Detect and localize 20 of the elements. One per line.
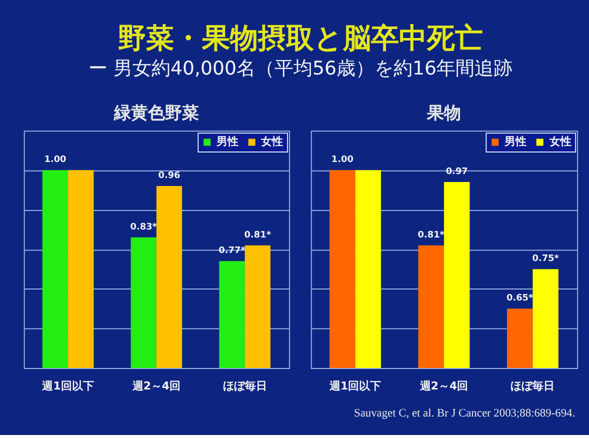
x-tick-label: 週2～4回 [131, 379, 181, 392]
text: Sauvaget C, et al. Br J Cancer 2003;88:689-694. [354, 408, 576, 420]
data-label: 0.81* [244, 230, 272, 240]
x-tick-label: 週2～4回 [418, 379, 468, 392]
text: 野菜・果物摂取と脳卒中死亡 [118, 22, 483, 55]
x-tick-label: ほぼ毎日 [222, 379, 267, 392]
x-tick-label: ほぼ毎日 [510, 379, 555, 392]
legend-label: 男性 [504, 135, 527, 148]
legend-label: 男性 [216, 135, 239, 148]
data-label: 1.00 [44, 155, 66, 166]
legend-label: 女性 [260, 135, 284, 148]
chart-title: 果物 [426, 102, 461, 123]
data-label: 1.00 [331, 155, 354, 166]
x-tick-label: 週1回以下 [41, 379, 94, 392]
chart-title: 緑黄色野菜 [112, 102, 199, 123]
x-tick-label: 週1回以下 [328, 379, 382, 392]
legend-label: 女性 [548, 135, 572, 148]
data-label: 0.96 [158, 171, 180, 182]
data-label: 0.75* [532, 254, 560, 264]
text: ー 男女約40,000名（平均56歳）を約16年間追跡 [88, 57, 512, 80]
